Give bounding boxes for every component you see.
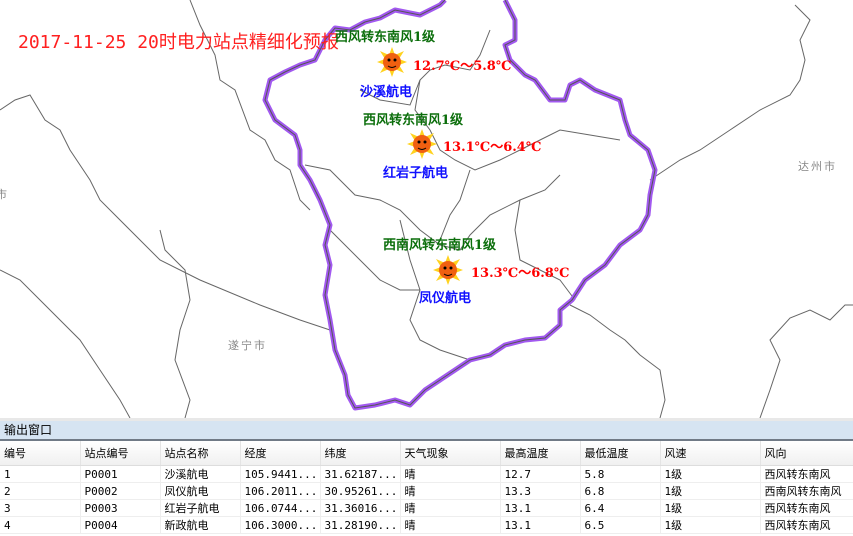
column-header[interactable]: 站点编号 (80, 441, 161, 466)
table-cell: 1 (0, 465, 81, 483)
column-header[interactable]: 纬度 (320, 441, 401, 466)
column-header[interactable]: 天气现象 (400, 441, 501, 466)
station-table: 编号 站点编号 站点名称 经度 纬度 天气现象 最高温度 最低温度 风速 风向 1 P0001 沙溪航… (0, 441, 853, 534)
table-cell: 13.1 (500, 516, 581, 534)
sun-icon (433, 255, 463, 285)
table-cell: 晴 (400, 499, 501, 517)
table-cell: 新政航电 (160, 516, 241, 534)
table-cell: 1级 (660, 516, 761, 534)
table-cell: 3 (0, 499, 81, 517)
column-header[interactable]: 风速 (660, 441, 761, 466)
table-cell: 31.36016... (320, 499, 401, 517)
station-wind-label: 西风转东南风1级 (335, 30, 436, 45)
table-row[interactable]: 1 P0001 沙溪航电 105.9441... 31.62187... 晴 12.7 5.8… (0, 465, 853, 483)
city-label: 市 (0, 188, 9, 201)
table-cell: 西风转东南风 (760, 465, 853, 483)
table-row[interactable]: 4 P0004 新政航电 106.3000... 31.28190... 晴 13.1 6.5… (0, 516, 853, 534)
table-cell: 西南风转东南风 (760, 482, 853, 500)
table-cell: 西风转东南风 (760, 499, 853, 517)
table-cell: 红岩子航电 (160, 499, 241, 517)
column-header[interactable]: 最高温度 (500, 441, 581, 466)
column-header[interactable]: 最低温度 (580, 441, 661, 466)
output-window: 输出窗口 编号 站点编号 站点名称 经度 纬度 天气现象 最高温度 最低温度 风速 风向 1 P00… (0, 418, 853, 536)
output-window-title: 输出窗口 (0, 421, 853, 441)
county-borders (0, 0, 853, 419)
station-temp-label: 13.3℃～6.8℃ (471, 266, 570, 281)
column-header[interactable]: 站点名称 (160, 441, 241, 466)
table-cell: 5.8 (580, 465, 661, 483)
table-cell: P0001 (80, 465, 161, 483)
table-cell: 30.95261... (320, 482, 401, 500)
table-cell: 105.9441... (240, 465, 321, 483)
table-cell: 106.2011... (240, 482, 321, 500)
table-cell: P0004 (80, 516, 161, 534)
table-cell: 6.5 (580, 516, 661, 534)
map-title: 2017-11-25 20时电力站点精细化预报 (18, 32, 339, 53)
table-row[interactable]: 3 P0003 红岩子航电 106.0744... 31.36016... 晴 13.1 6.… (0, 499, 853, 517)
column-header[interactable]: 编号 (0, 441, 81, 466)
station-wind-label: 西南风转东南风1级 (383, 238, 497, 253)
table-cell: 6.4 (580, 499, 661, 517)
station-temp-label: 12.7℃～5.8℃ (413, 59, 512, 74)
table-header-row: 编号 站点编号 站点名称 经度 纬度 天气现象 最高温度 最低温度 风速 风向 (0, 441, 853, 466)
table-cell: 31.62187... (320, 465, 401, 483)
table-cell: 1级 (660, 465, 761, 483)
table-row[interactable]: 2 P0002 凤仪航电 106.2011... 30.95261... 晴 13.3 6.8… (0, 482, 853, 500)
sun-icon (377, 47, 407, 77)
table-cell: 13.3 (500, 482, 581, 500)
column-header[interactable]: 风向 (760, 441, 853, 466)
table-cell: 沙溪航电 (160, 465, 241, 483)
table-cell: 106.3000... (240, 516, 321, 534)
column-header[interactable]: 经度 (240, 441, 321, 466)
table-cell: 晴 (400, 516, 501, 534)
station-wind-label: 西风转东南风1级 (363, 113, 464, 128)
map-view[interactable]: 2017-11-25 20时电力站点精细化预报 西风转东南风1级 12.7℃～5… (0, 0, 853, 419)
table-cell: 1级 (660, 482, 761, 500)
table-cell: 31.28190... (320, 516, 401, 534)
station-name-label[interactable]: 红岩子航电 (383, 166, 449, 181)
table-cell: 晴 (400, 482, 501, 500)
table-cell: 12.7 (500, 465, 581, 483)
table-cell: P0002 (80, 482, 161, 500)
station-name-label[interactable]: 沙溪航电 (360, 85, 413, 100)
table-cell: 晴 (400, 465, 501, 483)
table-cell: 106.0744... (240, 499, 321, 517)
table-cell: P0003 (80, 499, 161, 517)
table-cell: 13.1 (500, 499, 581, 517)
table-cell: 6.8 (580, 482, 661, 500)
table-cell: 2 (0, 482, 81, 500)
city-label: 遂宁市 (228, 339, 267, 352)
table-cell: 西风转东南风 (760, 516, 853, 534)
station-temp-label: 13.1℃～6.4℃ (443, 140, 542, 155)
sun-icon (407, 129, 437, 159)
city-label: 达州市 (798, 160, 837, 173)
table-cell: 1级 (660, 499, 761, 517)
table-cell: 4 (0, 516, 81, 534)
map-canvas (0, 0, 853, 419)
station-name-label[interactable]: 凤仪航电 (419, 291, 472, 306)
table-cell: 凤仪航电 (160, 482, 241, 500)
